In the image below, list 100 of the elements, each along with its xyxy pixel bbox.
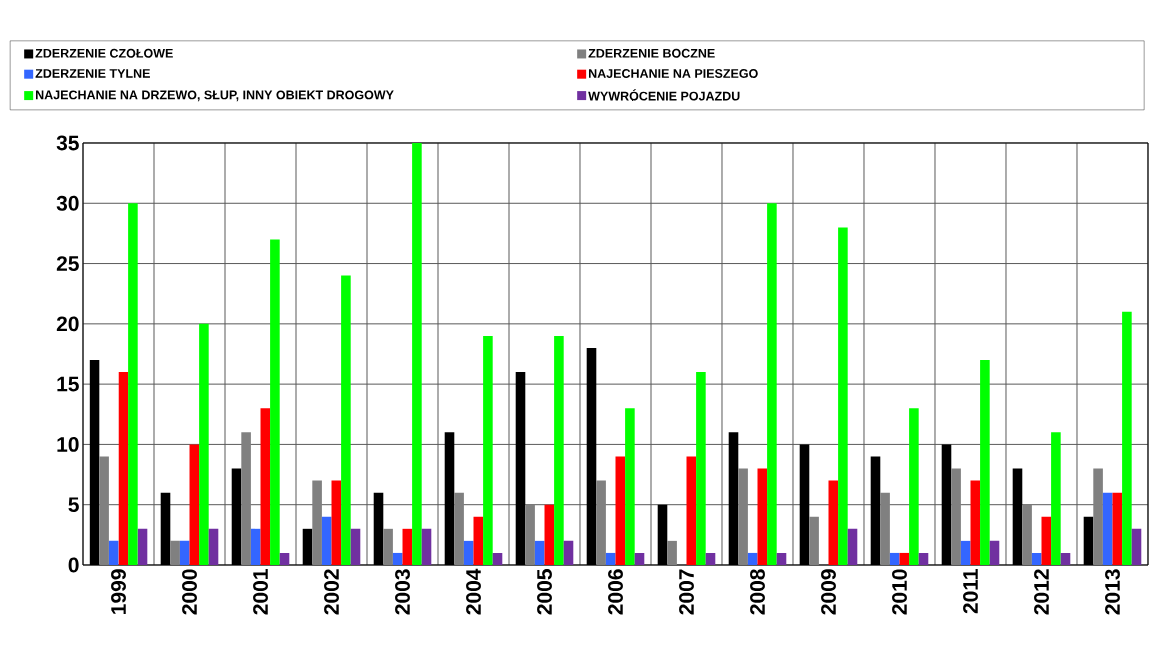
y-tick-label: 30 [56,195,79,211]
x-tick-label: 1999 [111,569,126,614]
bar [1051,432,1061,565]
bar [392,552,403,565]
legend-label: NAJECHANIE NA DRZEWO, SŁUP, INNY OBIEKT DROGOWY [36,90,394,102]
bar [118,372,129,565]
bar [260,408,271,565]
bar [625,408,635,565]
x-tick-label: 2004 [466,568,481,615]
bar [615,456,626,565]
x-tick-label: 2003 [395,569,410,615]
bar [1102,492,1113,565]
x-tick-label: 2000 [182,569,197,615]
bar [634,552,645,565]
y-tick-label: 35 [56,135,79,151]
bar [596,480,606,565]
bar [321,516,332,565]
bar [454,492,464,565]
x-tick-label: 2005 [537,569,552,615]
bar [279,552,290,565]
bar [980,360,990,565]
bar [534,540,545,565]
bar [1093,468,1103,565]
legend-label: ZDERZENIE TYLNE [35,69,150,78]
x-tick-label: 2006 [608,569,623,615]
bar [341,275,351,565]
bar [170,540,180,565]
bar [1031,552,1042,565]
bar [847,528,858,565]
bar [667,540,677,565]
bar [402,528,413,565]
y-tick-label: 15 [57,376,79,392]
bar [412,142,422,565]
y-tick-label: 20 [56,316,79,332]
bar [331,480,342,565]
bar [350,528,361,565]
bar [1041,516,1052,565]
y-tick-label: 25 [56,256,79,271]
bar [554,335,564,565]
y-tick-label: 5 [68,497,79,513]
x-tick-label: 2001 [253,569,268,615]
bar [838,227,848,565]
bar [108,540,119,565]
x-tick-label: 2002 [324,569,339,615]
bar [705,552,716,565]
x-tick-label: 2010 [892,569,907,615]
x-tick-label: 2012 [1034,569,1049,615]
bar [137,528,148,565]
bar [421,528,432,565]
legend-label: ZDERZENIE CZOŁOWE [35,48,173,58]
bar [776,552,787,565]
bar [767,203,777,565]
bar [99,456,109,565]
bar [918,552,929,565]
bar [889,552,900,565]
bar [189,444,200,565]
bar [970,480,981,565]
x-tick-label: 2011 [963,569,978,614]
bar [757,468,768,565]
bar [1122,311,1132,565]
bar [880,492,890,565]
bar [383,528,393,565]
bar [179,540,190,565]
bar [463,540,474,565]
bar [241,432,251,565]
bar [951,468,961,565]
legend-label: ZDERZENIE BOCZNE [588,48,715,58]
bar [809,516,819,565]
bar [492,552,503,565]
bar [1131,528,1142,565]
bar [208,528,219,565]
y-tick-label: 10 [57,436,79,452]
bar [1112,492,1123,565]
bar [312,480,322,565]
bar [250,528,261,565]
bar [747,552,758,565]
bar [270,239,280,565]
bar [1022,504,1032,565]
bar [899,552,910,565]
legend-label: WYWRÓCENIE POJAZDU [588,89,740,101]
bar [544,504,555,565]
bar [563,540,574,565]
bar [473,516,484,565]
y-tick-label: 0 [68,557,79,573]
bar [738,468,748,565]
x-tick-label: 2008 [750,569,765,615]
bar [128,203,138,565]
bar [989,540,1000,565]
bar [686,456,697,565]
bar [525,504,535,565]
bar [909,408,919,565]
legend-label: NAJECHANIE NA PIESZEGO [588,69,758,78]
bar [199,323,209,565]
bar [960,540,971,565]
x-tick-label: 2007 [679,569,694,615]
bar [828,480,839,565]
bar [483,335,493,565]
x-tick-label: 2009 [821,569,836,615]
x-tick-label: 2013 [1105,569,1120,615]
bar [605,552,616,565]
